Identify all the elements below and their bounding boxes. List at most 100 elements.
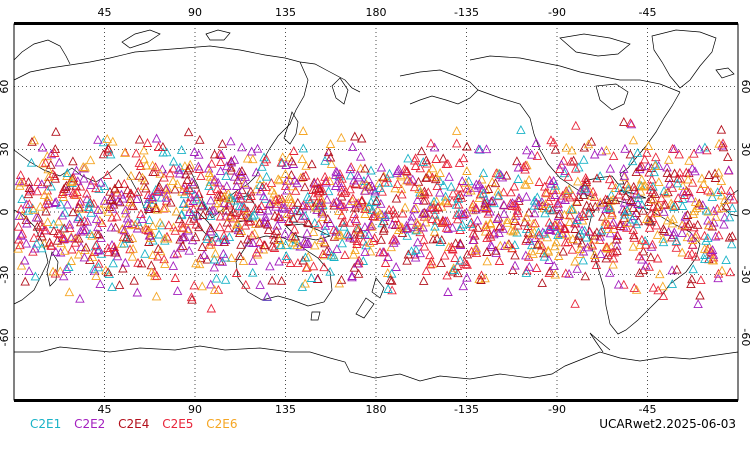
observation-marker: [725, 185, 736, 195]
antarctic-peninsula: [589, 332, 611, 353]
observation-marker: [462, 141, 472, 151]
observation-marker: [462, 166, 472, 175]
observation-marker: [687, 274, 697, 284]
observation-marker: [215, 211, 226, 221]
observation-marker: [38, 221, 48, 231]
observation-marker: [286, 207, 296, 217]
observation-marker: [53, 216, 64, 226]
observation-marker: [256, 201, 267, 211]
observation-marker: [392, 179, 403, 189]
observation-marker: [240, 179, 251, 189]
observation-marker: [329, 224, 339, 234]
observation-marker: [689, 148, 699, 158]
observation-marker: [474, 179, 484, 189]
observation-marker: [36, 243, 47, 253]
observation-marker: [257, 161, 267, 171]
observation-marker: [205, 171, 216, 181]
observation-marker: [639, 181, 649, 191]
observation-marker: [494, 168, 505, 178]
observation-marker: [79, 252, 90, 262]
observation-marker: [17, 210, 28, 220]
observation-marker: [279, 203, 289, 213]
observation-marker: [280, 168, 291, 178]
observation-marker: [423, 187, 434, 197]
legend-item-c2e6: C2E6: [206, 417, 238, 431]
observation-marker: [443, 287, 453, 296]
observation-marker: [707, 221, 718, 231]
observation-marker: [427, 163, 438, 173]
observation-marker: [321, 177, 331, 187]
observation-marker: [254, 218, 265, 228]
observation-marker: [521, 212, 532, 222]
observation-marker: [265, 261, 275, 271]
observation-marker: [50, 198, 60, 207]
observation-marker: [476, 270, 487, 280]
observation-marker: [721, 255, 731, 265]
observation-marker: [694, 144, 705, 154]
observation-marker: [455, 225, 465, 234]
observation-marker: [545, 266, 555, 276]
observation-marker: [531, 263, 542, 272]
observation-marker: [375, 208, 385, 218]
observation-marker: [566, 156, 576, 166]
observation-marker: [631, 167, 642, 177]
observation-marker: [319, 250, 329, 260]
observation-marker: [425, 250, 435, 260]
observation-marker: [67, 173, 77, 183]
observation-marker: [348, 193, 358, 203]
observation-marker: [215, 148, 225, 158]
observation-marker: [452, 209, 462, 219]
observation-marker: [652, 229, 663, 239]
observation-marker: [298, 126, 308, 135]
observation-marker: [27, 136, 37, 146]
observation-marker: [480, 198, 490, 208]
observation-marker: [498, 187, 509, 197]
observation-marker: [402, 255, 412, 265]
observation-marker: [580, 271, 591, 281]
observation-marker: [48, 168, 58, 178]
observation-marker: [526, 240, 537, 250]
observation-marker: [360, 246, 370, 256]
observation-marker: [73, 202, 84, 212]
left-lat-label: 60: [0, 80, 11, 94]
observation-marker: [481, 219, 491, 229]
observation-marker: [426, 256, 437, 266]
observation-marker: [449, 265, 459, 275]
observation-marker: [43, 164, 53, 174]
observation-marker: [185, 159, 195, 169]
observation-marker: [635, 239, 645, 249]
observation-marker: [355, 227, 366, 237]
observation-marker: [383, 252, 393, 262]
observation-marker: [535, 245, 546, 255]
observation-marker: [646, 252, 656, 262]
observation-marker: [255, 174, 266, 184]
observation-marker: [251, 184, 261, 194]
observation-marker: [568, 190, 578, 200]
observation-marker: [677, 201, 688, 210]
observation-marker: [481, 194, 491, 204]
observation-marker: [188, 196, 198, 205]
observation-marker: [251, 247, 262, 257]
observation-marker: [78, 225, 88, 234]
observation-marker: [300, 278, 310, 288]
observation-marker: [549, 260, 559, 270]
map-top-border: [14, 22, 738, 25]
observation-marker: [424, 169, 434, 179]
observation-marker: [706, 187, 716, 197]
observation-marker: [520, 217, 530, 227]
observation-marker: [367, 221, 377, 231]
observation-marker: [161, 192, 171, 202]
observation-marker: [603, 224, 613, 234]
observation-marker: [184, 245, 194, 255]
observation-marker: [642, 147, 652, 157]
observation-marker: [595, 248, 606, 258]
observation-marker: [565, 210, 575, 220]
observation-marker: [532, 239, 543, 249]
observation-marker: [406, 215, 417, 225]
observation-marker: [292, 240, 302, 250]
observation-marker: [136, 208, 146, 218]
observation-marker: [197, 281, 207, 291]
observation-marker: [352, 258, 363, 268]
observation-marker: [22, 218, 32, 228]
observation-marker: [143, 190, 153, 199]
